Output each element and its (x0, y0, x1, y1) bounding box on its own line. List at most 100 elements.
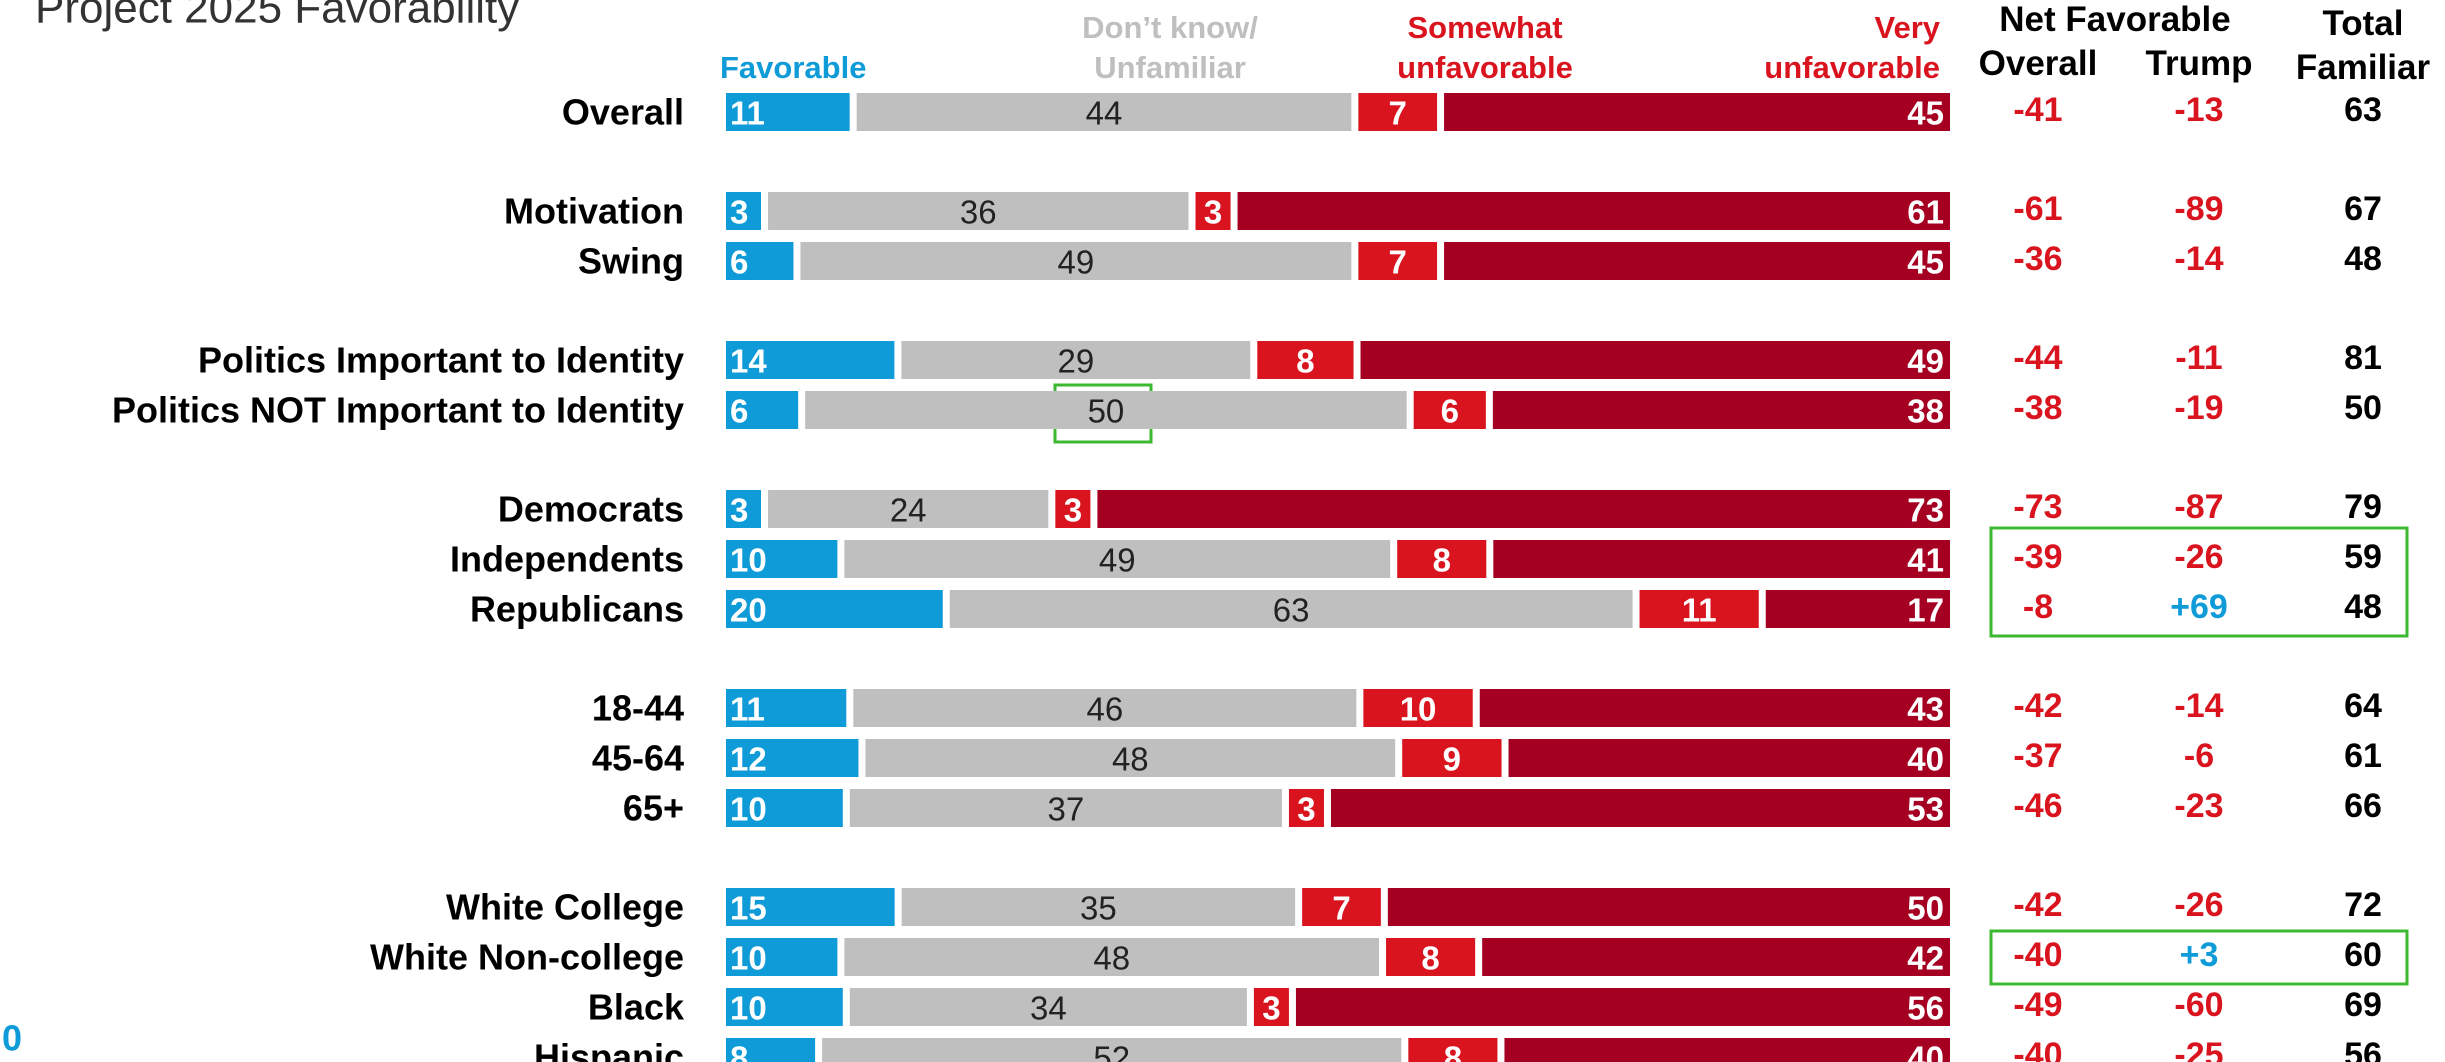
bar-segment (1402, 739, 1502, 777)
bar-segment (1387, 888, 1950, 926)
data-label: 45 (1907, 244, 1944, 281)
column-value: -40 (2013, 936, 2062, 974)
column-value: -36 (2013, 240, 2062, 278)
bar-segment (865, 739, 1396, 777)
bar-segment (1386, 938, 1476, 976)
column-value: 59 (2344, 538, 2382, 576)
data-label: 7 (1332, 890, 1350, 927)
bar-segment (1358, 93, 1438, 131)
column-value: -23 (2174, 787, 2223, 825)
bar-segment (1055, 490, 1091, 528)
data-label: 8 (1433, 542, 1451, 579)
bar-segment (1444, 242, 1950, 280)
data-label: 6 (730, 393, 748, 430)
data-label: 8 (1421, 940, 1439, 977)
column-value: 69 (2344, 986, 2382, 1024)
data-label: 36 (960, 194, 997, 231)
row-label: Independents (450, 539, 684, 580)
highlight-box (1989, 929, 2409, 986)
bar-segment (1408, 1038, 1498, 1062)
bar-segment (726, 739, 859, 777)
column-value: -46 (2013, 787, 2062, 825)
column-value: 56 (2344, 1036, 2382, 1062)
bar-segment (726, 540, 838, 578)
bar-segment (1097, 490, 1950, 528)
row-label: Republicans (470, 589, 684, 630)
bar-segment (1413, 391, 1486, 429)
bar-segment (726, 988, 843, 1026)
data-label: 11 (730, 691, 765, 728)
data-label: 10 (730, 940, 767, 977)
data-label: 61 (1907, 194, 1944, 231)
bar-segment (726, 242, 794, 280)
column-value: -26 (2174, 886, 2223, 924)
column-value: 81 (2344, 339, 2382, 377)
bar-segment (1330, 789, 1950, 827)
column-value: 63 (2344, 91, 2382, 129)
data-label: 43 (1907, 691, 1944, 728)
data-label: 40 (1907, 741, 1944, 778)
data-label: 10 (730, 542, 767, 579)
bar-segment (726, 1038, 816, 1062)
data-label: 63 (1273, 592, 1310, 629)
column-value: -41 (2013, 91, 2062, 129)
row-label: Politics Important to Identity (198, 340, 684, 381)
bar-segment (726, 789, 843, 827)
data-label: 3 (1297, 791, 1315, 828)
highlight-box (1989, 526, 2409, 638)
row-label: 18-44 (592, 688, 684, 729)
data-label: 41 (1907, 542, 1944, 579)
legend-label: Don’t know/ Unfamiliar (1082, 10, 1258, 85)
bar-segment (849, 988, 1247, 1026)
data-label: 8 (1444, 1040, 1462, 1062)
data-label: 20 (730, 592, 767, 629)
column-header: Trump (2145, 44, 2253, 83)
chart-title: Project 2025 Favorability (35, 0, 519, 33)
column-value: -87 (2174, 488, 2223, 526)
data-label: 6 (1441, 393, 1459, 430)
bar-segment (1493, 540, 1950, 578)
column-value: -89 (2174, 190, 2223, 228)
bar-segment (1257, 341, 1354, 379)
data-label: 56 (1907, 990, 1944, 1027)
column-value: -40 (2013, 1036, 2062, 1062)
data-label: 8 (730, 1040, 748, 1062)
data-label: 49 (1907, 343, 1944, 380)
bar-segment (1302, 888, 1381, 926)
column-value: -61 (2013, 190, 2062, 228)
column-value: -60 (2174, 986, 2223, 1024)
row-label: Overall (562, 92, 684, 133)
bar-segment (822, 1038, 1402, 1062)
column-value: -14 (2174, 687, 2223, 725)
legend-label: Somewhat unfavorable (1397, 10, 1573, 85)
data-label: 10 (730, 990, 767, 1027)
column-value: -38 (2013, 389, 2062, 427)
legend-label: Very unfavorable (1764, 10, 1940, 85)
bar-segment (768, 490, 1049, 528)
bar-segment (726, 490, 762, 528)
data-label: 10 (1400, 691, 1437, 728)
column-value: -73 (2013, 488, 2062, 526)
column-value: 67 (2344, 190, 2382, 228)
column-value: -11 (2175, 339, 2222, 377)
column-header: Overall (1978, 44, 2098, 83)
bar-segment (1195, 192, 1231, 230)
column-value: -19 (2174, 389, 2223, 427)
column-value: 50 (2344, 389, 2382, 427)
row-label: Hispanic (534, 1037, 684, 1062)
bar-segment (1237, 192, 1950, 230)
data-label: 3 (1204, 194, 1222, 231)
column-value: 60 (2344, 936, 2382, 974)
bar-segment (726, 888, 895, 926)
column-value: +69 (2170, 588, 2228, 626)
data-label: 53 (1907, 791, 1944, 828)
bar-segment (726, 192, 762, 230)
data-label: 52 (1093, 1040, 1130, 1062)
data-label: 7 (1389, 95, 1407, 132)
column-value: -6 (2184, 737, 2214, 775)
row-label: 65+ (623, 788, 684, 829)
bar-segment (949, 590, 1633, 628)
bar-segment (901, 888, 1296, 926)
bar-segment (1288, 789, 1324, 827)
bar-segment (805, 391, 1407, 429)
